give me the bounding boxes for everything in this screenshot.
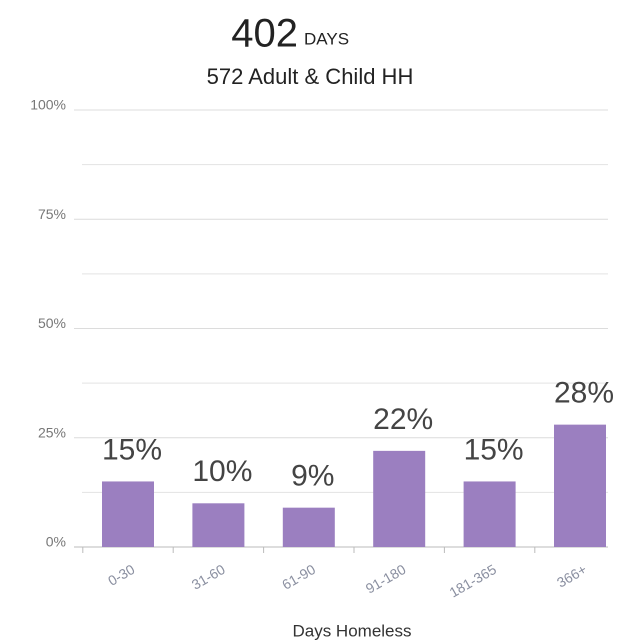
y-tick-label: 0%: [46, 534, 66, 550]
x-tick-label: 91-180: [363, 561, 409, 597]
x-axis-label: Days Homeless: [292, 621, 411, 640]
value-label: 15%: [102, 433, 162, 466]
x-tick-label: 31-60: [189, 561, 228, 593]
y-tick-label: 75%: [38, 206, 66, 222]
bar: [192, 503, 245, 547]
value-label: 22%: [373, 403, 433, 436]
value-label: 15%: [464, 433, 524, 466]
x-tick-label: 61-90: [279, 561, 318, 593]
y-tick-label: 100%: [30, 97, 66, 113]
bar: [102, 481, 154, 547]
value-label: 10%: [192, 455, 252, 488]
chart-title-unit: DAYS: [304, 29, 349, 48]
bar: [463, 481, 516, 547]
y-tick-label: 25%: [38, 424, 66, 440]
y-tick-label: 50%: [38, 315, 66, 331]
x-tick-label: 181-365: [446, 561, 499, 601]
bar: [554, 424, 606, 547]
bar: [373, 450, 426, 547]
x-tick-label: 366+: [554, 561, 589, 591]
chart-subtitle: 572 Adult & Child HH: [207, 64, 414, 89]
value-label: 28%: [554, 377, 614, 410]
chart-title: 402: [231, 12, 298, 56]
bar: [282, 507, 335, 547]
value-label: 9%: [291, 460, 334, 493]
x-tick-label: 0-30: [105, 561, 137, 589]
